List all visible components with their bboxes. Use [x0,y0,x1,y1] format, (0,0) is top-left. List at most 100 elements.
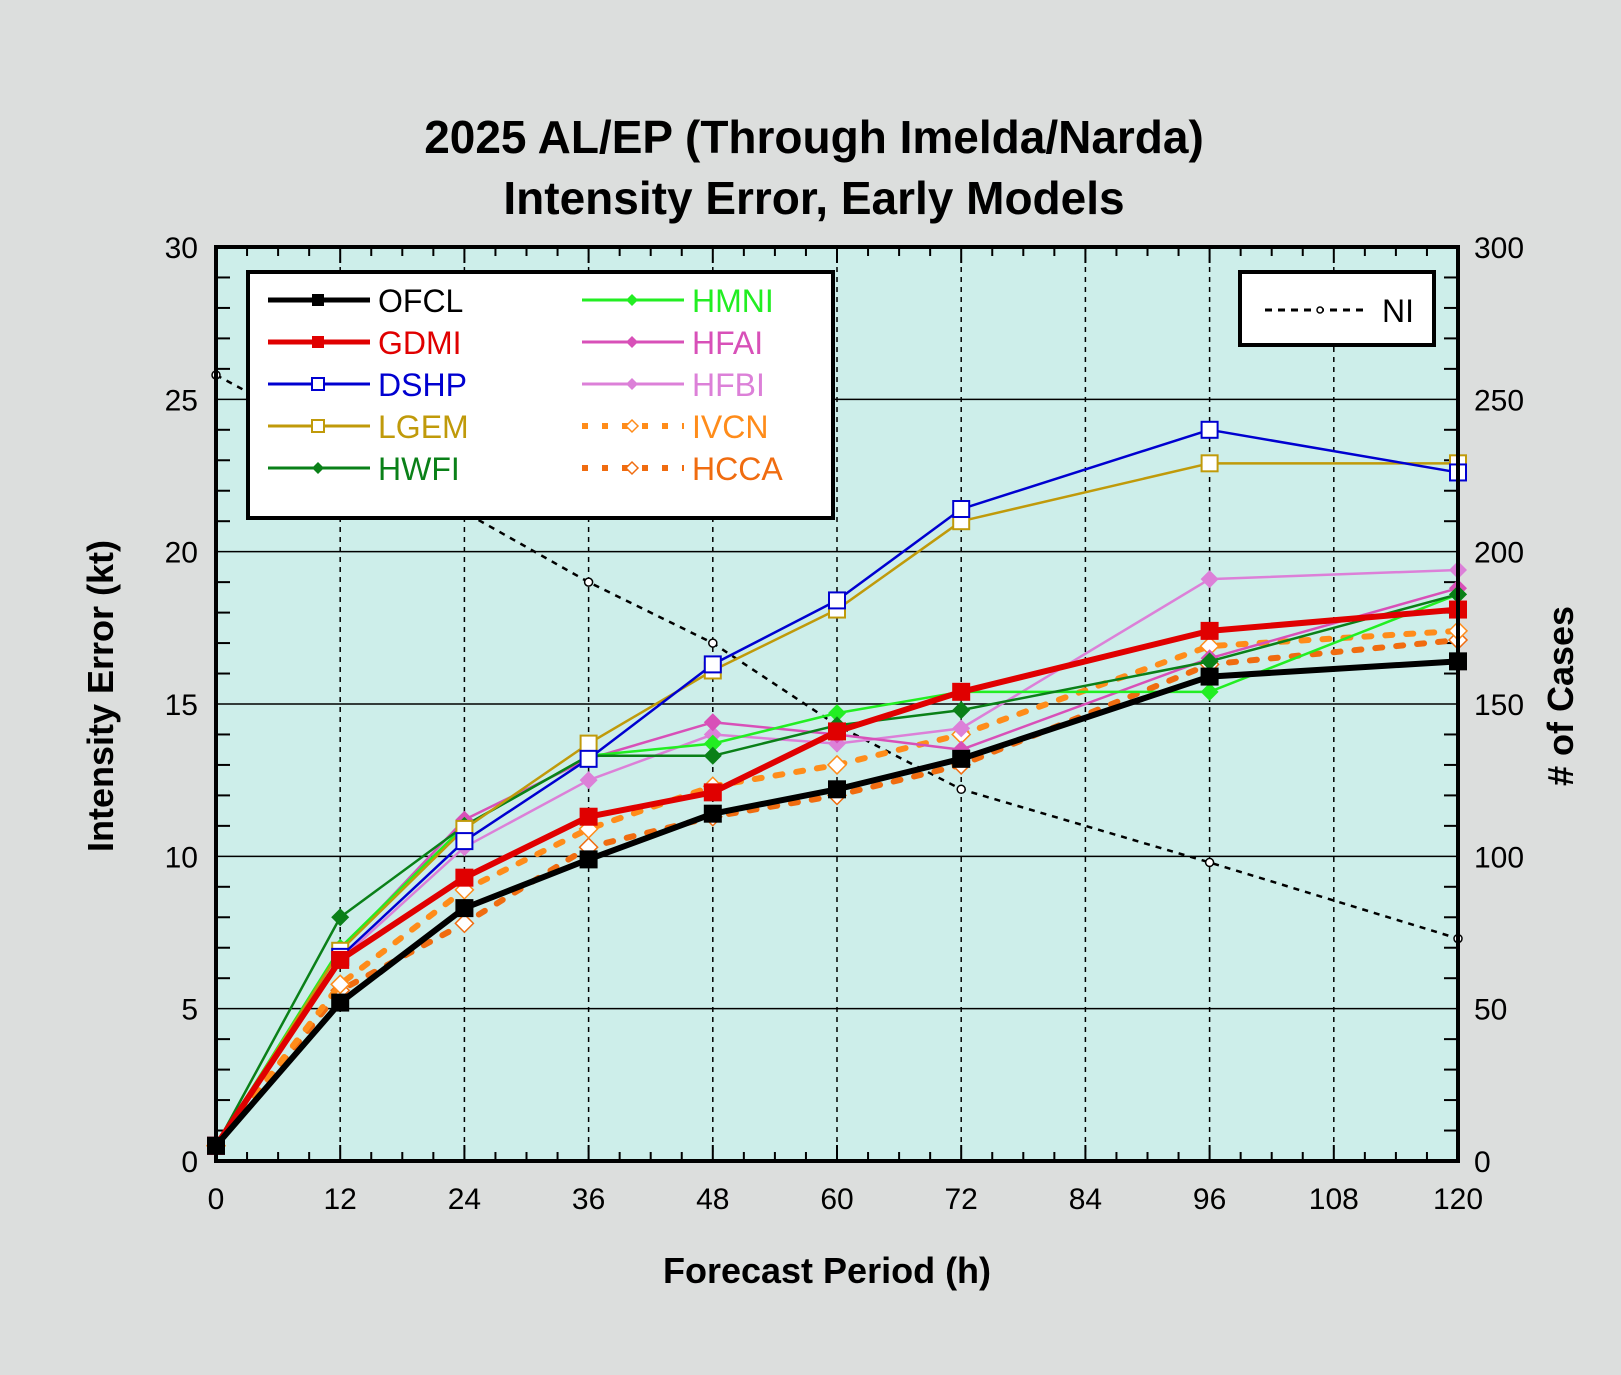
x-tick-labels: 0 12 24 36 48 60 72 84 96 108 120 [208,1183,1483,1216]
x-axis-label: Forecast Period (h) [663,1250,991,1291]
data-point-hcca [454,913,475,934]
y-tick-label: 15 [165,689,198,722]
x-tick-label: 36 [572,1183,605,1216]
legend-label-hfai: HFAI [692,325,763,361]
y2-tick-label: 200 [1474,537,1524,570]
y2-tick-label: 150 [1474,689,1524,722]
data-point-hfbi [1200,570,1219,589]
y2-tick-label: 100 [1474,841,1524,874]
legend-label-lgem: LGEM [378,409,469,445]
x-tick-label: 12 [324,1183,357,1216]
data-point-hwfi [1200,652,1219,671]
data-point-dshp [455,832,474,851]
series-lines [205,370,1469,1156]
data-point-hmni [828,704,846,723]
x-tick-label: 108 [1309,1183,1359,1216]
data-point-ofcl [579,850,598,869]
data-point-hwfi [703,746,722,765]
data-point-ofcl [703,804,722,823]
y-tick-label: 20 [165,537,198,570]
data-point-dshp [703,655,722,674]
data-point-dshp [579,749,598,768]
y2-tick-label: 50 [1474,994,1507,1027]
x-tick-label: 24 [448,1183,481,1216]
data-point-ofcl [1200,667,1219,686]
data-point-gdmi [331,950,350,969]
legend-marker-hcca [624,460,640,476]
x-tick-label: 84 [1069,1183,1102,1216]
y-tick-label: 5 [181,994,198,1027]
legend-cases: NI [1238,270,1436,347]
legend-main: OFCL GDMI DSHP LGEM HWFI HMNI HFAI HFBI IVCN HCCA [246,270,835,520]
data-point-hmni [703,734,722,753]
legend-label-hmni: HMNI [692,283,774,319]
legend-marker-ofcl [312,294,324,306]
data-point-hfbi [579,771,598,790]
x-tick-label: 96 [1193,1183,1226,1216]
chart-title-line1: 2025 AL/EP (Through Imelda/Narda) [424,111,1204,163]
data-point-ni [1204,857,1215,868]
x-tick-label: 120 [1433,1183,1483,1216]
x-tick-label: 72 [945,1183,978,1216]
y-tick-label: 0 [181,1146,198,1179]
data-point-gdmi [952,682,971,701]
x-tick-label: 0 [208,1183,225,1216]
data-point-gdmi [703,783,722,802]
data-point-hfbi [703,725,722,744]
legend-marker-hfbi [626,378,638,390]
legend-marker-hmni [626,294,638,306]
legend-marker-ivcn [624,418,640,434]
plot-frame [214,245,1460,1163]
data-point-lgem [579,734,598,753]
data-point-hmni [1200,682,1219,701]
series-ofcl [207,652,1467,1155]
data-point-lgem [1200,454,1219,473]
chart-title-line2: Intensity Error, Early Models [503,172,1124,224]
data-point-ofcl [828,780,846,799]
data-point-hwfi [952,701,971,720]
legend-label-gdmi: GDMI [378,325,462,361]
data-point-dshp [1200,420,1219,439]
y-axis-label: Intensity Error (kt) [80,540,121,852]
data-point-ofcl [331,993,350,1012]
data-point-ofcl [952,749,971,768]
data-point-ivcn [330,974,351,995]
legend-marker-hfai [626,336,638,348]
y2-tick-labels: 0 50 100 150 200 250 300 [1474,232,1524,1179]
data-point-ni [956,784,966,795]
data-point-ni [583,577,594,587]
legend-marker-gdmi [312,336,324,348]
y2-tick-label: 0 [1474,1146,1491,1179]
data-point-hfai [703,713,722,732]
legend-marker-hwfi [312,462,324,474]
legend-box [246,270,835,520]
x-tick-label: 60 [820,1183,853,1216]
legend-label-dshp: DSHP [378,367,467,403]
data-point-hfbi [952,719,971,738]
legend-label-hfbi: HFBI [692,367,765,403]
legend-label-hwfi: HWFI [378,451,460,487]
y-tick-label: 25 [165,384,198,417]
y-tick-label: 30 [165,232,198,265]
data-point-ni [708,638,718,648]
legend-marker-dshp [311,377,325,391]
y2-axis-label: # of Cases [1540,606,1581,786]
y2-tick-label: 300 [1474,232,1524,265]
data-point-dshp [828,591,846,610]
legend-ni-marker [1316,306,1324,314]
data-point-ivcn [826,754,848,775]
data-point-gdmi [828,722,846,741]
data-point-gdmi [455,868,474,887]
data-point-dshp [952,500,971,519]
x-tick-label: 48 [696,1183,729,1216]
data-point-hwfi [331,908,350,927]
y-tick-labels: 0 5 10 15 20 25 30 [165,232,198,1179]
legend-label-ofcl: OFCL [378,283,463,319]
y-tick-label: 10 [165,841,198,874]
legend-label-ivcn: IVCN [692,409,768,445]
data-point-gdmi [1200,621,1219,640]
y2-tick-label: 250 [1474,384,1524,417]
legend-ni-label: NI [1382,293,1414,329]
legend-marker-lgem [311,419,325,433]
